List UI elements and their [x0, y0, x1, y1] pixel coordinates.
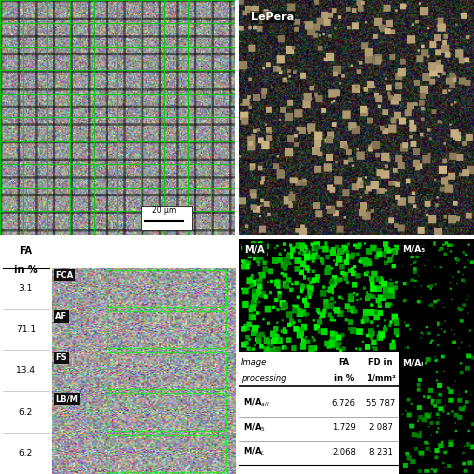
Bar: [141, 207, 192, 230]
Text: 20 μm: 20 μm: [152, 206, 176, 215]
Bar: [107, 352, 226, 389]
Text: M/Aₗ: M/Aₗ: [402, 358, 423, 367]
Text: in %: in %: [334, 374, 354, 383]
Bar: [107, 393, 226, 431]
Text: Image: Image: [241, 358, 267, 367]
Text: 2.068: 2.068: [332, 447, 356, 456]
Text: LePera: LePera: [251, 12, 294, 22]
Text: processing: processing: [241, 374, 286, 383]
Text: 3.1: 3.1: [18, 283, 33, 292]
Text: 2 087: 2 087: [369, 423, 392, 432]
Text: LB/M: LB/M: [55, 395, 78, 404]
Bar: [107, 435, 226, 472]
Text: FA: FA: [338, 358, 349, 367]
Text: 1.729: 1.729: [332, 423, 356, 432]
Text: 55 787: 55 787: [366, 399, 395, 408]
Bar: [107, 311, 226, 348]
Text: 6.726: 6.726: [332, 399, 356, 408]
Text: M/A$_{L}$: M/A$_{L}$: [243, 446, 265, 458]
Text: M/A$_{all}$: M/A$_{all}$: [243, 397, 269, 410]
Text: M/A: M/A: [244, 245, 265, 255]
Text: 8 231: 8 231: [369, 447, 392, 456]
Text: 71.1: 71.1: [16, 325, 36, 334]
Text: 6.2: 6.2: [18, 408, 33, 417]
Text: AF: AF: [55, 312, 67, 321]
Text: FA: FA: [19, 246, 32, 256]
Text: 1/mm²: 1/mm²: [365, 374, 395, 383]
Text: M/A$_{5}$: M/A$_{5}$: [243, 421, 266, 434]
Text: M/A₅: M/A₅: [402, 245, 425, 254]
Bar: [107, 270, 226, 307]
Text: FD in: FD in: [368, 358, 393, 367]
Text: 13.4: 13.4: [16, 366, 36, 375]
Text: 6.2: 6.2: [18, 449, 33, 458]
Text: FCA: FCA: [55, 271, 73, 280]
Text: in %: in %: [14, 265, 37, 275]
Text: FS: FS: [55, 354, 67, 363]
